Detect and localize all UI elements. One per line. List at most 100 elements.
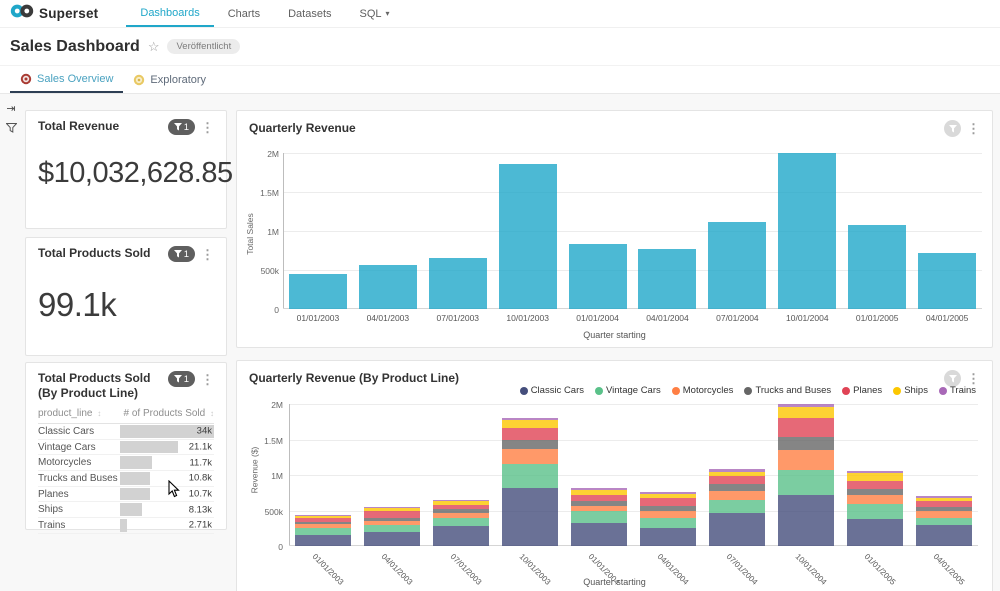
stacked-bar-01/01/2005[interactable] (846, 470, 903, 546)
bar-series (283, 153, 982, 309)
bar-slot (289, 404, 358, 546)
legend-item-planes[interactable]: Planes (842, 385, 882, 396)
column-header-products-sold[interactable]: # of Products Sold ↕ (123, 408, 215, 419)
table-row[interactable]: Planes 10.7k (38, 487, 214, 503)
stacked-bar-04/01/2003[interactable] (364, 506, 421, 546)
applied-filters-badge[interactable]: 1 (167, 371, 195, 387)
legend-item-ships[interactable]: Ships (893, 385, 928, 396)
stacked-bar-07/01/2003[interactable] (433, 499, 490, 546)
stacked-bar-01/01/2004[interactable] (571, 487, 628, 546)
brand-name: Superset (39, 6, 99, 21)
kebab-menu-icon[interactable]: ⋮ (967, 121, 980, 136)
kebab-menu-icon[interactable]: ⋮ (201, 246, 214, 262)
legend-item-classic-cars[interactable]: Classic Cars (519, 385, 584, 396)
table-row[interactable]: Classic Cars 34k (38, 424, 214, 440)
bar-04/01/2003[interactable] (358, 265, 417, 309)
segment-planes (433, 504, 490, 510)
x-tick-label: 01/01/2005 (855, 313, 899, 323)
sort-icon: ↕ (210, 409, 214, 418)
nav-item-charts[interactable]: Charts (214, 0, 274, 27)
nav-item-datasets[interactable]: Datasets (274, 0, 345, 27)
table-row[interactable]: Trains 2.71k (38, 518, 214, 534)
row-bar-cell: 10.7k (120, 487, 214, 502)
segment-vintage-cars (364, 525, 421, 532)
row-bar-cell: 8.13k (120, 502, 214, 517)
card-total-products-sold: Total Products Sold 1 ⋮ 99.1k (25, 237, 227, 356)
segment-planes (502, 428, 559, 440)
bar-10/01/2003[interactable] (498, 164, 557, 309)
card-total-revenue: Total Revenue 1 ⋮ $10,032,628.85 (25, 110, 233, 229)
bar-slot (842, 153, 912, 309)
table-row[interactable]: Trucks and Buses 10.8k (38, 471, 214, 487)
segment-planes (846, 480, 903, 490)
stacked-bar-10/01/2004[interactable] (777, 404, 834, 546)
expand-filter-bar-icon[interactable]: ⇥ (6, 103, 16, 115)
kebab-menu-icon[interactable]: ⋮ (201, 371, 214, 387)
dashboard-grid: ⇥ Total Revenue 1 ⋮ $10,032,628.85 Total… (0, 94, 1000, 591)
tab-exploratory[interactable]: Exploratory (123, 66, 216, 93)
bar-10/01/2004[interactable] (778, 153, 837, 309)
bar-slot (634, 404, 703, 546)
tab-label: Exploratory (150, 73, 207, 86)
legend-dot (842, 386, 851, 395)
column-header-product-line[interactable]: product_line ↕ (38, 408, 102, 419)
row-value: 11.7k (189, 457, 212, 469)
filters-badge-inactive[interactable] (944, 370, 961, 387)
legend-item-trucks-and-buses[interactable]: Trucks and Buses (744, 385, 831, 396)
superset-brand[interactable]: Superset (10, 0, 98, 27)
segment-trains (295, 515, 352, 516)
bar-07/01/2003[interactable] (428, 258, 487, 309)
stacked-bar-01/01/2003[interactable] (295, 515, 352, 546)
bar-01/01/2005[interactable] (848, 225, 907, 309)
bar-01/01/2004[interactable] (568, 244, 627, 309)
total-revenue-value: $10,032,628.85 (38, 157, 233, 189)
kebab-menu-icon[interactable]: ⋮ (967, 371, 980, 386)
dashboard-header: Sales Dashboard ☆ Veröffentlicht (0, 28, 1000, 66)
applied-filters-badge[interactable]: 1 (167, 246, 195, 262)
segment-motorcycles (502, 449, 559, 465)
row-value: 10.8k (188, 472, 212, 484)
segment-planes (915, 501, 972, 507)
stacked-bar-04/01/2004[interactable] (639, 492, 696, 546)
segment-classic-cars (295, 535, 352, 546)
nav-item-label: SQL (359, 7, 382, 20)
gridline (283, 153, 982, 154)
bar-01/01/2003[interactable] (288, 274, 347, 309)
table-row[interactable]: Vintage Cars 21.1k (38, 440, 214, 456)
nav-item-sql[interactable]: SQL ▾ (346, 0, 404, 27)
stacked-bar-04/01/2005[interactable] (915, 495, 972, 546)
published-badge[interactable]: Veröffentlicht (167, 39, 241, 54)
tab-sales-overview[interactable]: Sales Overview (10, 66, 124, 93)
bar-07/01/2004[interactable] (708, 222, 767, 309)
legend-item-vintage-cars[interactable]: Vintage Cars (595, 385, 661, 396)
table-row[interactable]: Motorcycles 11.7k (38, 455, 214, 472)
bar-04/01/2004[interactable] (638, 249, 697, 309)
nav-item-dashboards[interactable]: Dashboards (126, 0, 214, 27)
y-axis-label: Revenue ($) (249, 446, 260, 494)
segment-classic-cars (571, 522, 628, 546)
segment-vintage-cars (502, 464, 559, 488)
legend-item-motorcycles[interactable]: Motorcycles (671, 385, 733, 396)
legend-dot (671, 386, 680, 395)
compass-emoji-icon (133, 74, 145, 86)
filters-badge-inactive[interactable] (944, 120, 961, 137)
legend-label: Vintage Cars (606, 385, 661, 396)
legend-item-trains[interactable]: Trains (938, 385, 976, 396)
table-row[interactable]: Ships 8.13k (38, 502, 214, 519)
favorite-star-icon[interactable]: ☆ (147, 38, 160, 54)
x-tick-label: 04/01/2003 (366, 313, 410, 323)
bar-slot (283, 153, 353, 309)
filter-funnel-icon[interactable] (4, 123, 18, 136)
stacked-bar-07/01/2004[interactable] (708, 468, 765, 546)
legend-dot (938, 386, 947, 395)
kebab-menu-icon[interactable]: ⋮ (201, 119, 214, 135)
gridline (283, 231, 982, 232)
row-label: Planes (38, 488, 69, 500)
sort-icon: ↕ (97, 409, 102, 418)
y-tick-label: 2M (267, 149, 279, 159)
applied-filters-badge[interactable]: 1 (167, 119, 195, 135)
bar-04/01/2005[interactable] (918, 252, 977, 309)
segment-trains (433, 499, 490, 502)
stacked-bar-10/01/2003[interactable] (502, 417, 559, 546)
row-label: Trucks and Buses (38, 472, 118, 484)
